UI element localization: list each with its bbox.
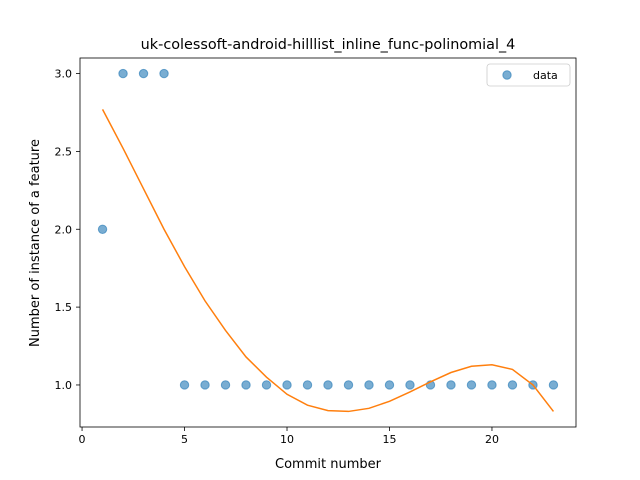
data-point (220, 380, 231, 390)
data-point (507, 380, 518, 390)
data-point (302, 380, 313, 390)
data-point (446, 380, 456, 390)
axes-frame (79, 57, 577, 428)
y-axis-label: Number of instance of a feature (28, 139, 43, 347)
x-tick-label: 10 (280, 433, 294, 446)
data-point (466, 380, 477, 390)
x-axis-label: Commit number (275, 457, 382, 472)
data-point (282, 380, 292, 390)
data-point (343, 380, 354, 390)
data-point (487, 380, 497, 390)
data-point (97, 224, 108, 234)
fit-line (101, 109, 555, 413)
legend-label: data (533, 69, 558, 82)
y-tick-label: 1.5 (55, 301, 73, 314)
data-point (138, 68, 149, 79)
data-point (323, 380, 333, 390)
x-tick-label: 20 (485, 433, 499, 446)
data-point (405, 380, 415, 390)
legend-box (486, 63, 571, 87)
data-point (261, 380, 272, 390)
chart-title: uk-colessoft-android-hilllist_inline_fun… (141, 37, 516, 53)
legend: data (486, 63, 571, 87)
y-tick-label: 2.0 (55, 223, 73, 236)
data-point (241, 380, 251, 390)
y-tick-label: 3.0 (55, 68, 73, 81)
y-tick-label: 1.0 (55, 379, 73, 392)
data-point (364, 380, 374, 390)
x-tick-label: 0 (79, 433, 86, 446)
data-point (548, 380, 559, 390)
data-point (159, 68, 169, 79)
data-point (118, 68, 128, 79)
y-tick-label: 2.5 (55, 145, 73, 158)
data-point (179, 380, 190, 390)
data-point (384, 380, 395, 390)
x-tick-label: 5 (181, 433, 188, 446)
legend-marker (502, 70, 512, 80)
data-point (200, 380, 210, 390)
plot-area: 0 5 10 15 20 1.0 1.5 2.0 2.5 3.0 (55, 57, 577, 446)
x-tick-label: 15 (382, 433, 396, 446)
